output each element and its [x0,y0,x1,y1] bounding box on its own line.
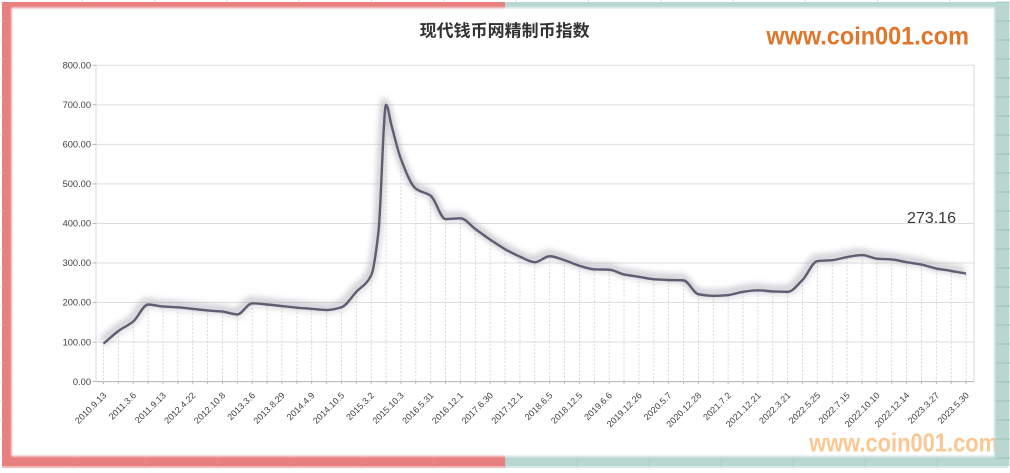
svg-text:www.coin001.com: www.coin001.com [765,23,969,50]
svg-text:273.16: 273.16 [907,210,956,227]
svg-text:100.00: 100.00 [63,337,91,347]
svg-text:500.00: 500.00 [63,179,91,189]
svg-text:800.00: 800.00 [63,61,91,71]
svg-text:www.coin001.com: www.coin001.com [808,427,998,457]
svg-text:600.00: 600.00 [63,140,91,150]
svg-text:200.00: 200.00 [63,298,91,308]
svg-text:700.00: 700.00 [63,100,91,110]
svg-text:400.00: 400.00 [63,219,91,229]
svg-text:0.00: 0.00 [73,377,91,387]
svg-text:300.00: 300.00 [63,258,91,268]
